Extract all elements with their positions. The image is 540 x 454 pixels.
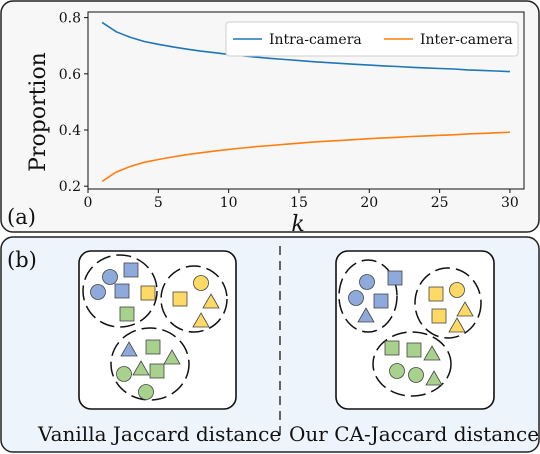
ca-box <box>335 250 495 410</box>
vanilla-jaccard-illustration <box>78 250 237 410</box>
yellow-triangle-shape <box>456 301 474 317</box>
blue-square-shape <box>373 293 389 309</box>
x-tick-label: 30 <box>501 195 519 211</box>
yellow-square-shape <box>140 285 156 301</box>
x-axis-label: k <box>291 212 304 237</box>
panel-b-label: (b) <box>7 248 37 272</box>
x-tick-label: 15 <box>290 195 308 211</box>
green-triangle-shape <box>163 349 181 365</box>
green-square-shape <box>149 363 165 379</box>
yellow-circle-shape <box>449 282 465 298</box>
legend-label-inter: Inter-camera <box>420 32 513 48</box>
plot-area <box>87 11 525 190</box>
blue-triangle-shape <box>120 341 138 357</box>
ca-caption: Our CA-Jaccard distance <box>289 422 539 446</box>
cluster-ring <box>110 327 190 401</box>
yellow-triangle-shape <box>192 312 210 328</box>
series-lines <box>101 21 510 183</box>
legend-box <box>225 21 519 57</box>
y-tick-label: 0.2 <box>59 179 81 195</box>
y-tick-label: 0.6 <box>59 67 81 83</box>
yellow-square-shape <box>428 286 444 302</box>
x-tick-label: 0 <box>84 195 93 211</box>
cluster-ring <box>338 259 398 333</box>
green-square-shape <box>384 340 400 356</box>
y-axis-label: Proportion <box>26 52 51 172</box>
cluster-ring <box>414 267 482 339</box>
yellow-square-shape <box>431 308 447 324</box>
yellow-circle-shape <box>193 275 209 291</box>
blue-circle-shape <box>102 269 118 285</box>
blue-circle-shape <box>348 290 364 306</box>
blue-square-shape <box>114 283 130 299</box>
cluster-ring <box>372 331 452 397</box>
series-line-intra-camera <box>101 21 510 73</box>
green-square-shape <box>406 342 422 358</box>
legend-label-intra: Intra-camera <box>269 32 362 48</box>
x-tick-label: 20 <box>360 195 378 211</box>
legend: Intra-camera Inter-camera <box>225 21 519 57</box>
ca-jaccard-illustration <box>335 250 495 410</box>
y-tick-label: 0.4 <box>59 123 81 139</box>
chart: 0.2 0.4 0.6 0.8 0 5 10 15 20 25 30 Proportion k I… <box>26 11 525 237</box>
green-square-shape <box>145 339 161 355</box>
y-tick-label: 0.8 <box>59 11 81 27</box>
x-tick-label: 5 <box>154 195 163 211</box>
green-circle-shape <box>389 363 405 379</box>
green-circle-shape <box>138 384 154 400</box>
green-circle-shape <box>408 367 424 383</box>
panel-a-frame <box>0 0 540 233</box>
panel-a-label: (a) <box>7 205 36 229</box>
x-axis-ticks: 0 5 10 15 20 25 30 <box>84 189 519 211</box>
green-square-shape <box>119 306 135 322</box>
series-line-inter-camera <box>101 131 510 183</box>
yellow-triangle-shape <box>448 317 466 333</box>
yellow-square-shape <box>172 291 188 307</box>
green-circle-shape <box>116 366 132 382</box>
blue-square-shape <box>387 270 403 286</box>
green-triangle-shape <box>132 360 150 376</box>
y-axis-ticks: 0.2 0.4 0.6 0.8 <box>59 11 88 195</box>
blue-circle-shape <box>90 284 106 300</box>
x-tick-label: 10 <box>220 195 238 211</box>
blue-square-shape <box>123 262 139 278</box>
green-triangle-shape <box>423 345 441 361</box>
green-triangle-shape <box>425 370 443 386</box>
x-tick-label: 25 <box>431 195 449 211</box>
blue-triangle-shape <box>357 307 375 323</box>
blue-circle-shape <box>359 274 375 290</box>
yellow-triangle-shape <box>202 293 220 309</box>
vanilla-caption: Vanilla Jaccard distance <box>37 422 281 446</box>
cluster-ring <box>160 265 228 333</box>
cluster-ring <box>82 254 158 328</box>
